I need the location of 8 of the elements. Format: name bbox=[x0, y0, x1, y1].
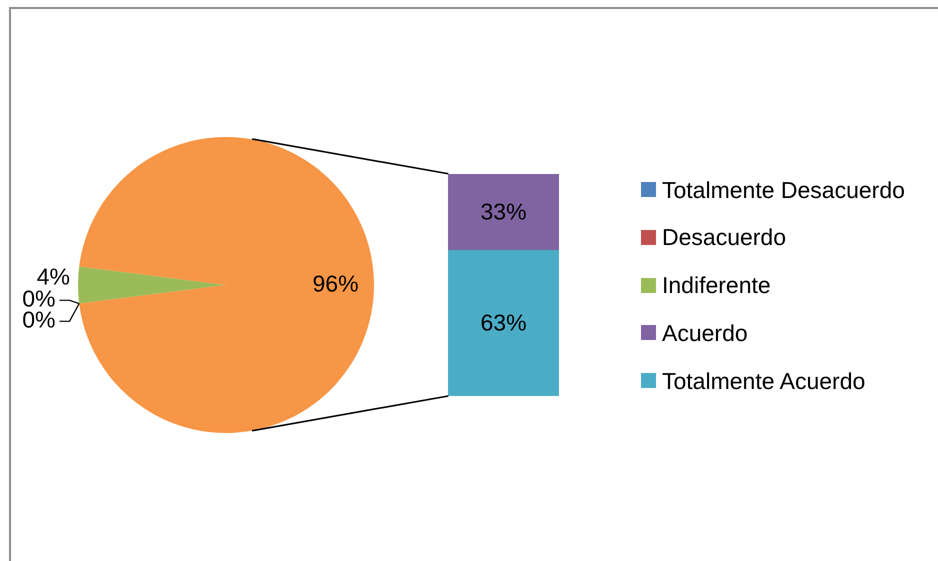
data-label: 63% bbox=[480, 310, 527, 336]
legend-label: Indiferente bbox=[662, 271, 771, 299]
data-label: 96% bbox=[312, 270, 359, 296]
legend-label: Totalmente Acuerdo bbox=[662, 366, 866, 394]
legend-label: Acuerdo bbox=[662, 318, 748, 347]
data-label: 33% bbox=[480, 198, 527, 224]
legend-label: Totalmente Desacuerdo bbox=[662, 176, 905, 204]
legend-label: Desacuerdo bbox=[662, 223, 786, 252]
